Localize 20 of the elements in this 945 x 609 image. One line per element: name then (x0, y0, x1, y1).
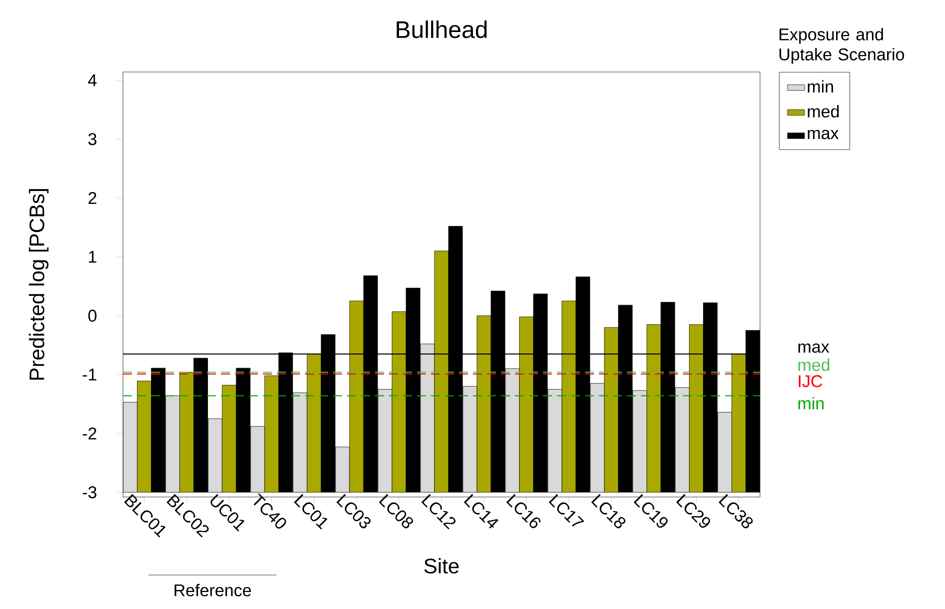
ref-line-label: min (798, 396, 824, 410)
chart-title: Bullhead (396, 20, 487, 38)
y-tick-label: 4 (88, 74, 97, 86)
legend-label: min (808, 80, 833, 93)
y-tick-label: -2 (82, 427, 96, 440)
legend-title: Exposure and Uptake Scenario (780, 28, 904, 64)
legend-label: max (808, 130, 839, 140)
text: Reference (174, 584, 251, 596)
x-axis-title: Site (424, 558, 459, 574)
y-tick-label: 1 (88, 250, 96, 263)
y-axis-title: Predicted log [PCBs] (28, 189, 48, 380)
ref-line-label: max (798, 343, 830, 353)
ref-line-label: IJC (798, 375, 822, 388)
y-tick-label: -3 (82, 486, 96, 498)
y-tick-label: 0 (88, 310, 96, 322)
y-tick-label: 3 (88, 133, 96, 146)
ref-line-label: med (798, 358, 830, 372)
legend-label: med (808, 105, 839, 118)
y-tick-label: -1 (82, 368, 96, 380)
y-tick-label: 2 (88, 192, 96, 204)
